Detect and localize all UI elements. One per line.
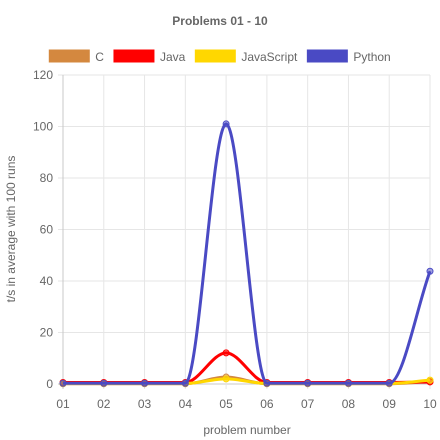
legend-label: JavaScript [241,50,298,64]
legend-swatch [194,49,236,63]
x-tick-label: 07 [301,397,315,411]
data-point[interactable] [263,379,271,387]
data-point[interactable] [181,379,189,387]
data-point[interactable] [426,267,434,275]
data-point[interactable] [344,379,352,387]
series-line [63,351,431,384]
series-line [63,122,432,385]
x-axis-title: problem number [203,423,290,437]
legend-item-python[interactable]: Python [306,49,391,64]
legend-item-java[interactable]: Java [113,49,186,64]
legend-swatch [48,49,90,63]
data-point[interactable] [141,379,149,387]
x-tick-label: 03 [138,397,152,411]
y-axis-title: t/s in average with 100 runs [4,156,18,303]
data-point[interactable] [222,349,230,357]
legend-swatch [306,49,348,63]
legend-item-javascript[interactable]: JavaScript [194,49,298,64]
x-tick-label: 06 [260,397,274,411]
legend-item-c[interactable]: C [48,49,104,64]
y-tick-label: 80 [40,171,54,185]
data-point[interactable] [385,379,393,387]
y-tick-label: 120 [33,68,53,82]
legend-label: Java [160,50,186,64]
chart-title: Problems 01 - 10 [172,14,268,28]
y-tick-label: 0 [46,377,53,391]
legend-swatch [113,49,155,63]
x-tick-label: 01 [56,397,70,411]
data-point[interactable] [426,376,434,384]
series-python [59,120,434,387]
x-tick-label: 04 [179,397,193,411]
legend-label: C [95,50,104,64]
data-point[interactable] [222,375,230,383]
y-tick-label: 40 [40,274,54,288]
x-tick-label: 10 [423,397,437,411]
data-point[interactable] [304,379,312,387]
x-tick-label: 09 [383,397,397,411]
series-group [59,120,434,388]
data-point[interactable] [222,120,230,128]
data-point[interactable] [100,379,108,387]
x-tick-label: 05 [219,397,233,411]
x-tick-label: 02 [97,397,111,411]
legend-label: Python [353,50,390,64]
x-tick-label: 08 [342,397,356,411]
legend[interactable]: C Java JavaScript Python [48,49,391,64]
y-tick-label: 20 [40,326,54,340]
y-tick-label: 100 [33,120,53,134]
axes: 0 20 40 60 80 100 120 01 02 03 04 05 06 07 08 09 10 [33,68,437,411]
data-point[interactable] [59,379,67,387]
y-tick-label: 60 [40,223,54,237]
